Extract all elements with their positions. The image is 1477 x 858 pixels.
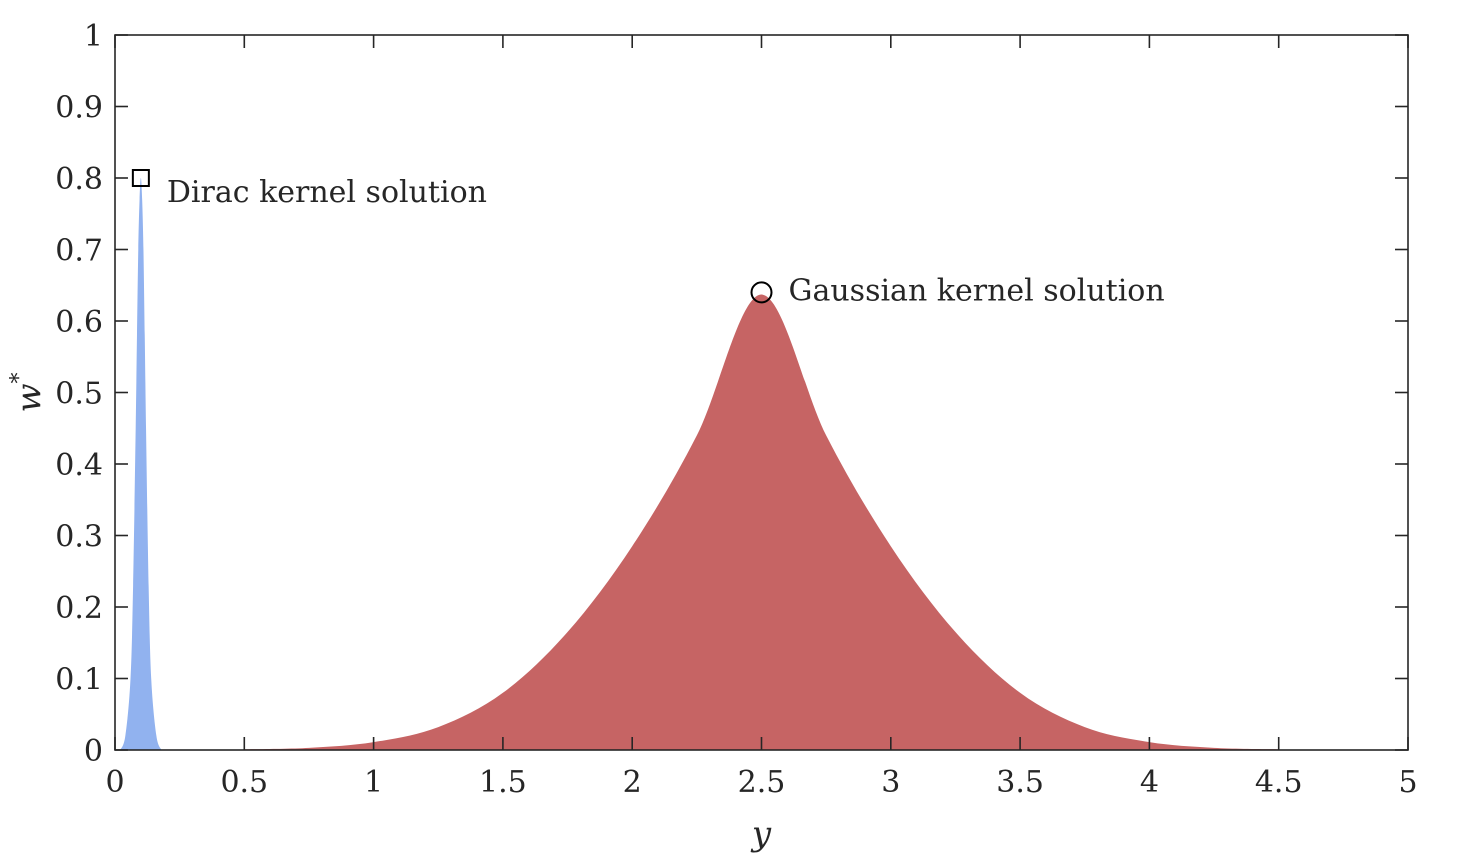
axis-ticks: 0 0.5 1 1.5 2 2.5 3 3.5 4 4.5 5 0 0.1 0.2 0.3 0.4 0.5 0.6… — [55, 19, 1417, 800]
y-tick-label: 0.9 — [55, 91, 103, 126]
y-axis-label-superscript: * — [7, 372, 32, 383]
x-axis-label: y — [750, 814, 772, 854]
y-axis-label: w* — [7, 372, 49, 412]
x-tick-label: 4.5 — [1255, 765, 1303, 800]
x-tick-label: 2 — [623, 765, 642, 800]
y-tick-label: 0.4 — [55, 448, 103, 483]
y-tick-label: 0.3 — [55, 520, 103, 555]
y-tick-label: 0.1 — [55, 663, 103, 698]
annotation-markers: Dirac kernel solution Gaussian kernel sol… — [131, 169, 1165, 308]
y-tick-label: 0.2 — [55, 591, 103, 626]
y-axis-label-main: w — [9, 383, 49, 412]
y-tick-label: 0.6 — [55, 305, 103, 340]
x-tick-label: 1.5 — [479, 765, 527, 800]
area-series-1 — [120, 178, 162, 750]
x-tick-label: 5 — [1398, 765, 1417, 800]
y-tick-label: 0.8 — [55, 162, 103, 197]
area-series-group — [120, 178, 1279, 750]
y-tick-label: 0.7 — [55, 234, 103, 269]
circle-marker — [750, 281, 773, 304]
x-tick-label: 4 — [1140, 765, 1159, 800]
x-tick-label: 3.5 — [996, 765, 1044, 800]
gaussian-annotation: Gaussian kernel solution — [789, 273, 1165, 308]
y-tick-label: 0 — [84, 734, 103, 769]
x-tick-label: 0 — [105, 765, 124, 800]
square-marker — [131, 169, 150, 187]
y-tick-label: 0.5 — [55, 377, 103, 412]
dirac-annotation: Dirac kernel solution — [167, 175, 487, 210]
x-tick-label: 0.5 — [220, 765, 268, 800]
x-tick-label: 2.5 — [738, 765, 786, 800]
x-tick-label: 1 — [364, 765, 383, 800]
x-tick-label: 3 — [881, 765, 900, 800]
area-series-2 — [244, 294, 1279, 750]
y-tick-label: 1 — [84, 19, 103, 54]
